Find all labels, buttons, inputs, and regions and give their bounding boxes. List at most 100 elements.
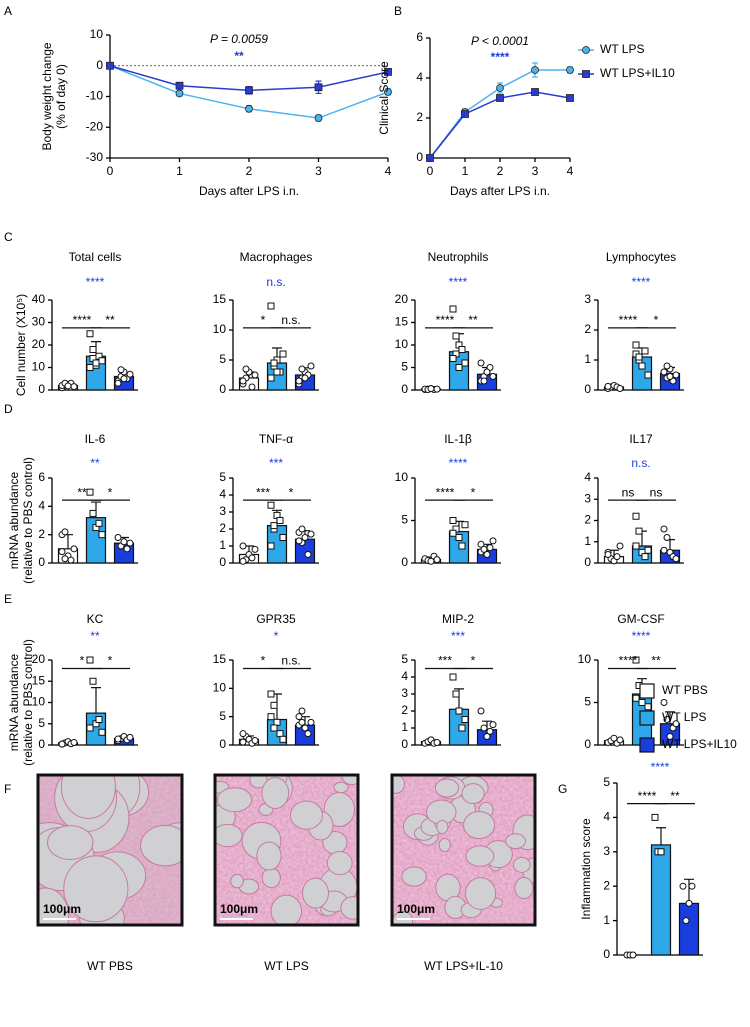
- data-point: [270, 522, 278, 530]
- data-point: [663, 362, 671, 370]
- histology-image: [215, 775, 358, 925]
- airspace: [256, 841, 282, 871]
- y-tick-label: 10: [395, 470, 409, 484]
- data-point: [307, 530, 315, 538]
- legend-swatch: [639, 683, 655, 699]
- data-point: [660, 368, 668, 376]
- data-point: [635, 353, 643, 361]
- airspace: [302, 877, 329, 909]
- data-point: [123, 545, 131, 553]
- data-point: [273, 368, 281, 376]
- bar: [678, 902, 700, 956]
- data-point: [86, 724, 94, 732]
- panel-label: D: [4, 402, 13, 416]
- data-point: [682, 917, 690, 925]
- comparison-label: *: [471, 654, 476, 668]
- data-point: [298, 365, 306, 373]
- y-tick-label: -10: [86, 89, 104, 103]
- airspace: [261, 777, 290, 809]
- data-point: [679, 882, 687, 890]
- data-point: [486, 727, 494, 735]
- y-tick-label: 4: [219, 487, 226, 501]
- marker: [384, 87, 392, 96]
- airspace: [438, 837, 451, 853]
- image-label: WT LPS+IL-10: [424, 959, 503, 973]
- data-point: [688, 882, 696, 890]
- data-point: [663, 534, 671, 541]
- significance: **: [90, 629, 100, 643]
- p-value: P = 0.0059: [210, 32, 268, 46]
- data-point: [301, 534, 309, 541]
- data-point: [58, 740, 66, 748]
- data-point: [638, 362, 646, 370]
- y-tick-label: 5: [401, 513, 408, 527]
- data-point: [126, 370, 134, 378]
- data-point: [276, 517, 284, 524]
- image-frame: [390, 773, 537, 927]
- significance: n.s.: [631, 456, 650, 470]
- y-tick-label: 40: [32, 292, 46, 306]
- y-tick-label: 6: [416, 30, 423, 44]
- y-tick-label: 15: [213, 652, 227, 666]
- comparison-label: *: [261, 654, 266, 668]
- data-point: [298, 707, 306, 715]
- comparison-label: n.s.: [281, 313, 300, 327]
- data-point: [449, 529, 457, 537]
- y-tick-label: 0: [603, 947, 610, 961]
- marker: [245, 104, 253, 113]
- data-point: [480, 724, 488, 732]
- scale-bar-label: 100μm: [397, 902, 435, 916]
- data-point: [616, 385, 624, 392]
- data-point: [641, 347, 649, 355]
- comparison-label: n.s.: [281, 654, 300, 668]
- airspace: [270, 894, 303, 925]
- data-point: [61, 555, 69, 563]
- x-tick-label: 4: [385, 164, 392, 178]
- y-tick-label: 2: [584, 322, 591, 336]
- y-tick-label: 5: [219, 352, 226, 366]
- y-tick-label: 10: [578, 652, 592, 666]
- y-axis-label: Inflammation score: [579, 818, 593, 920]
- airspace: [340, 896, 358, 920]
- airspace: [401, 866, 427, 887]
- scale-bar-label: 100μm: [220, 902, 258, 916]
- data-point: [660, 525, 668, 533]
- comparison-label: ****: [436, 485, 455, 499]
- chart-title: TNF-α: [259, 432, 293, 446]
- data-point: [455, 364, 463, 371]
- significance: **: [90, 456, 100, 470]
- y-tick-label: 20: [395, 292, 409, 306]
- data-point: [239, 557, 247, 565]
- significance: *: [274, 629, 279, 643]
- y-tick-label: 5: [584, 695, 591, 709]
- legend-marker: [582, 70, 590, 78]
- airspace: [289, 800, 323, 830]
- data-point: [58, 548, 66, 556]
- marker: [496, 94, 504, 102]
- comparison-label: ***: [256, 485, 270, 499]
- chart-title: IL-1β: [444, 432, 472, 446]
- data-point: [61, 528, 69, 536]
- data-point: [251, 545, 259, 553]
- y-tick-label: 2: [416, 110, 423, 124]
- panel-label: A: [4, 4, 12, 18]
- data-point: [270, 359, 278, 367]
- data-point: [449, 355, 457, 362]
- y-tick-label: 0: [219, 382, 226, 396]
- y-tick-label: 2: [584, 513, 591, 527]
- data-point: [267, 302, 275, 310]
- comparison-label: ****: [638, 789, 657, 803]
- data-point: [477, 540, 485, 548]
- data-point: [480, 545, 488, 553]
- data-point: [477, 359, 485, 367]
- data-point: [672, 720, 680, 728]
- airspace: [514, 876, 534, 900]
- marker: [314, 83, 323, 92]
- y-tick-label: 1: [584, 352, 591, 366]
- data-point: [307, 362, 315, 370]
- data-point: [295, 377, 303, 385]
- y-tick-label: 10: [32, 360, 46, 374]
- data-point: [270, 701, 278, 709]
- airspace: [230, 873, 244, 889]
